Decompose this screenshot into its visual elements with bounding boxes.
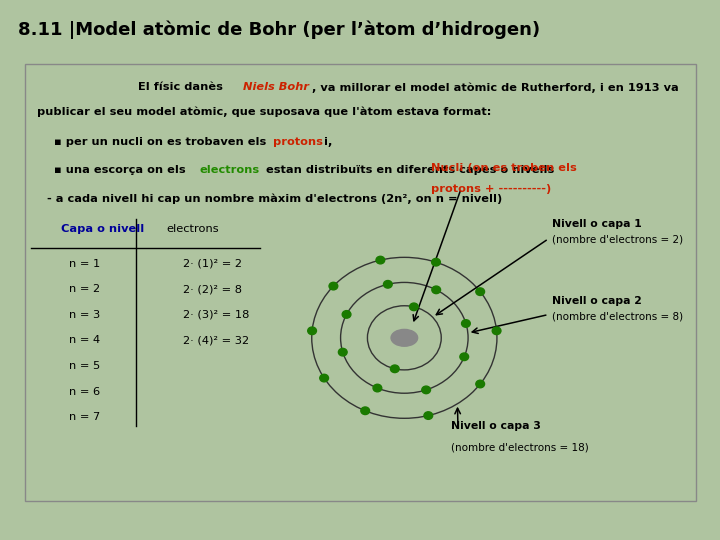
- Circle shape: [424, 412, 433, 420]
- Text: (nombre d'electrons = 8): (nombre d'electrons = 8): [552, 312, 683, 321]
- Text: 2· (3)² = 18: 2· (3)² = 18: [183, 310, 249, 320]
- Text: n = 3: n = 3: [68, 310, 100, 320]
- Circle shape: [390, 365, 399, 373]
- Circle shape: [342, 310, 351, 318]
- Circle shape: [373, 384, 382, 392]
- Text: Capa o nivell: Capa o nivell: [60, 224, 144, 233]
- Text: El físic danès: El físic danès: [138, 83, 227, 92]
- Circle shape: [307, 327, 317, 335]
- Circle shape: [384, 280, 392, 288]
- Circle shape: [320, 374, 328, 382]
- Text: n = 4: n = 4: [68, 335, 100, 346]
- Text: , va millorar el model atòmic de Rutherford, i en 1913 va: , va millorar el model atòmic de Rutherf…: [312, 83, 679, 93]
- Circle shape: [432, 259, 441, 266]
- Circle shape: [338, 348, 347, 356]
- Text: 2· (4)² = 32: 2· (4)² = 32: [183, 335, 249, 346]
- Text: electrons: electrons: [166, 224, 219, 233]
- Circle shape: [329, 282, 338, 290]
- Text: n = 5: n = 5: [68, 361, 100, 371]
- Circle shape: [361, 407, 369, 415]
- Text: (nombre d'electrons = 2): (nombre d'electrons = 2): [552, 234, 683, 245]
- Text: i,: i,: [320, 137, 333, 147]
- Text: n = 1: n = 1: [68, 259, 100, 268]
- Circle shape: [410, 303, 418, 310]
- Text: 2· (1)² = 2: 2· (1)² = 2: [183, 259, 242, 268]
- Text: Nivell o capa 1: Nivell o capa 1: [552, 219, 642, 229]
- Text: Nivell o capa 2: Nivell o capa 2: [552, 296, 642, 306]
- Text: n = 6: n = 6: [68, 387, 100, 397]
- Text: n = 2: n = 2: [68, 284, 100, 294]
- Text: ▪ una escorça on els: ▪ una escorça on els: [54, 165, 189, 175]
- Text: 8.11 |Model atòmic de Bohr (per l’àtom d’hidrogen): 8.11 |Model atòmic de Bohr (per l’àtom d…: [18, 20, 540, 39]
- Text: ▪ per un nucli on es trobaven els: ▪ per un nucli on es trobaven els: [54, 137, 270, 147]
- Text: Nivell o capa 3: Nivell o capa 3: [451, 421, 541, 431]
- Circle shape: [476, 380, 485, 388]
- Circle shape: [376, 256, 384, 264]
- Circle shape: [432, 286, 441, 294]
- Text: 2· (2)² = 8: 2· (2)² = 8: [183, 284, 242, 294]
- Text: electrons: electrons: [199, 165, 260, 175]
- Circle shape: [422, 386, 431, 394]
- Text: Nucli (on es troben els: Nucli (on es troben els: [431, 163, 577, 173]
- Circle shape: [492, 327, 501, 335]
- Text: estan distribuïts en diferents capes o nivells: estan distribuïts en diferents capes o n…: [262, 165, 554, 175]
- Text: protons: protons: [274, 137, 323, 147]
- Circle shape: [462, 320, 470, 327]
- Circle shape: [476, 288, 485, 295]
- Text: publicar el seu model atòmic, que suposava que l'àtom estava format:: publicar el seu model atòmic, que suposa…: [37, 107, 492, 117]
- Text: - a cada nivell hi cap un nombre màxim d'electrons (2n², on n = nivell): - a cada nivell hi cap un nombre màxim d…: [48, 193, 503, 204]
- Ellipse shape: [391, 329, 418, 346]
- Circle shape: [460, 353, 469, 361]
- Text: n = 7: n = 7: [68, 413, 100, 422]
- Text: protons + ----------): protons + ----------): [431, 184, 552, 194]
- Text: (nombre d'electrons = 18): (nombre d'electrons = 18): [451, 443, 589, 453]
- Text: Niels Bohr: Niels Bohr: [243, 83, 309, 92]
